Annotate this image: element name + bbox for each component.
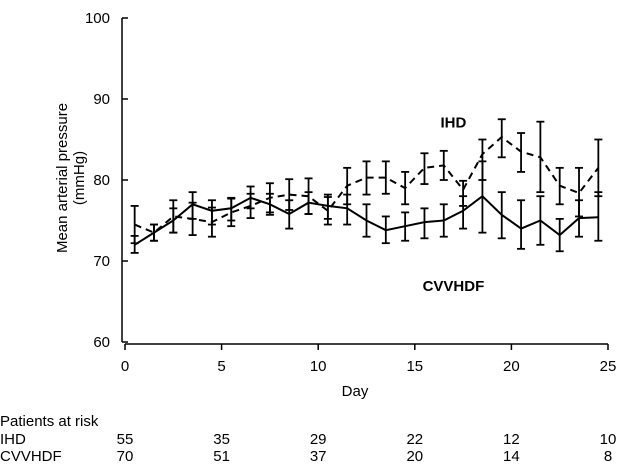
error-bar xyxy=(323,193,332,220)
error-bar xyxy=(362,160,371,196)
risk-cell: 51 xyxy=(213,448,230,465)
error-bar xyxy=(401,170,410,206)
series-label-cvvhdf: CVVHDF xyxy=(423,278,485,295)
error-bar xyxy=(149,223,158,242)
risk-table-title: Patients at risk xyxy=(0,413,99,430)
y-tick-label: 70 xyxy=(93,253,110,270)
y-axis-unit: (mmHg) xyxy=(71,151,88,205)
error-bar xyxy=(555,217,564,253)
y-axis-ticks: 60 70 80 90 100 xyxy=(85,10,128,351)
error-bar xyxy=(497,118,506,159)
risk-row-label-cvvhdf: CVVHDF xyxy=(0,448,62,465)
risk-cell: 29 xyxy=(310,431,327,448)
x-axis-ticks: 0 5 10 15 20 25 xyxy=(121,344,617,375)
error-bar xyxy=(478,160,487,234)
error-bar xyxy=(188,191,197,220)
error-bar xyxy=(401,211,410,242)
x-tick-label: 5 xyxy=(217,358,225,375)
error-bar xyxy=(497,191,506,240)
error-bar xyxy=(517,132,526,173)
risk-cell: 14 xyxy=(503,448,520,465)
risk-cell: 10 xyxy=(600,431,617,448)
error-bar xyxy=(536,195,545,246)
risk-cell: 70 xyxy=(117,448,134,465)
risk-cell: 55 xyxy=(117,431,134,448)
error-bar xyxy=(555,166,564,206)
series-layer xyxy=(130,118,603,254)
risk-table-cells: 55 35 29 22 12 10 70 51 37 20 14 8 xyxy=(117,431,617,465)
error-bar xyxy=(420,152,429,185)
risk-cell: 8 xyxy=(604,448,612,465)
error-bar xyxy=(517,199,526,250)
x-tick-label: 15 xyxy=(406,358,423,375)
error-bar xyxy=(594,191,603,242)
x-tick-label: 0 xyxy=(121,358,129,375)
risk-cell: 12 xyxy=(503,431,520,448)
error-bar xyxy=(130,234,139,254)
error-bar xyxy=(420,207,429,240)
risk-row-label-ihd: IHD xyxy=(0,431,26,448)
risk-cell: 37 xyxy=(310,448,327,465)
y-tick-label: 60 xyxy=(93,334,110,351)
error-bar xyxy=(343,193,352,226)
error-bar xyxy=(459,195,468,230)
y-axis-title: Mean arterial pressure xyxy=(54,103,71,253)
y-tick-label: 100 xyxy=(85,10,110,27)
error-bar xyxy=(169,207,178,234)
axes xyxy=(121,18,608,345)
series-cvvhdf xyxy=(130,160,603,254)
x-tick-label: 10 xyxy=(310,358,327,375)
x-tick-label: 25 xyxy=(600,358,617,375)
risk-cell: 22 xyxy=(406,431,423,448)
x-axis-title: Day xyxy=(342,383,369,400)
series-label-ihd: IHD xyxy=(441,114,467,131)
error-bar xyxy=(381,215,390,245)
risk-cell: 35 xyxy=(213,431,230,448)
error-bar xyxy=(575,199,584,238)
risk-cell: 20 xyxy=(406,448,423,465)
error-bar xyxy=(594,138,603,198)
error-bar xyxy=(246,185,255,210)
error-bar xyxy=(207,199,216,226)
error-bar xyxy=(439,203,448,238)
error-bar xyxy=(304,191,313,215)
error-bar xyxy=(285,199,294,230)
x-tick-label: 20 xyxy=(503,358,520,375)
error-bar xyxy=(536,120,545,194)
error-bar xyxy=(381,160,390,195)
error-bar xyxy=(227,196,236,222)
error-bar xyxy=(362,203,371,238)
y-tick-label: 80 xyxy=(93,172,110,189)
error-bar xyxy=(265,192,274,216)
error-bar xyxy=(439,149,448,181)
y-tick-label: 90 xyxy=(93,91,110,108)
